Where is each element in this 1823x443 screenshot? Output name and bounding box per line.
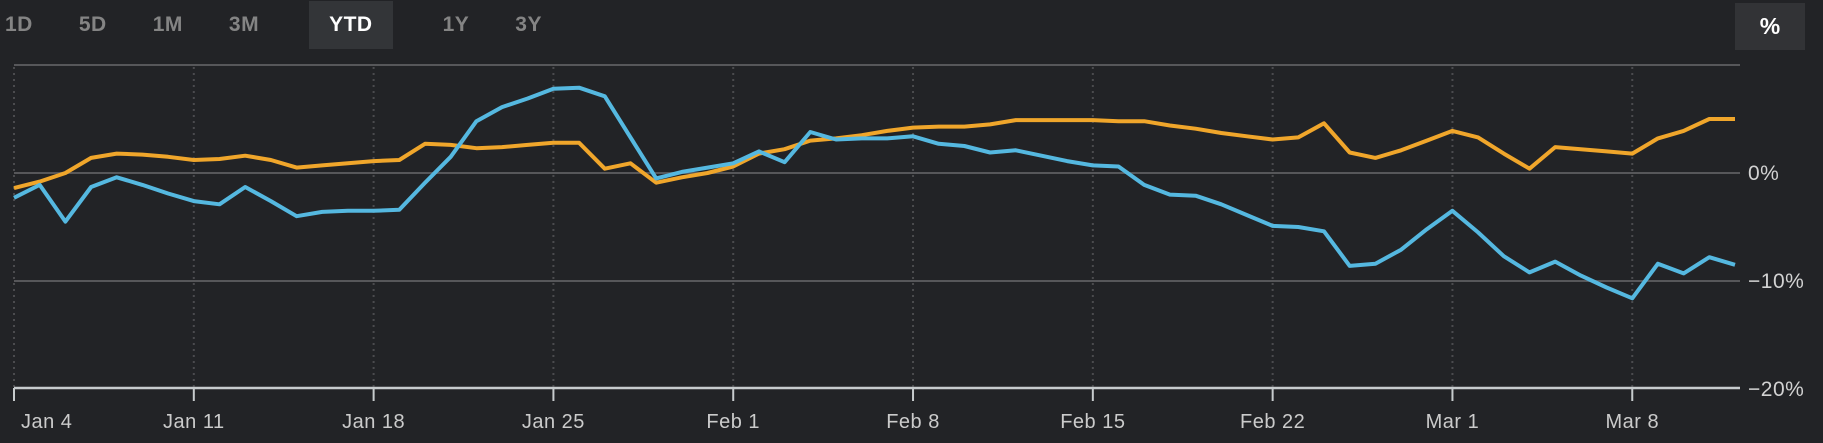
x-tick-label: Feb 15: [1060, 411, 1125, 433]
range-button-1m[interactable]: 1M: [152, 13, 183, 36]
x-tick-label: Feb 8: [886, 411, 940, 433]
line-series-blue: [13, 85, 1736, 301]
percent-toggle-button[interactable]: %: [1735, 3, 1805, 50]
y-tick-label: −20%: [1748, 378, 1804, 401]
range-button-1y[interactable]: 1Y: [442, 13, 470, 36]
range-button-3m[interactable]: 3M: [228, 13, 260, 36]
x-tick-label: Mar 1: [1426, 411, 1480, 433]
x-tick-label: Jan 25: [522, 411, 585, 433]
x-tick-label: Jan 11: [163, 411, 225, 433]
x-tick-label: Mar 8: [1605, 411, 1659, 433]
line-series-orange: [13, 117, 1735, 191]
x-tick-label: Feb 1: [706, 411, 760, 433]
y-tick-label: −10%: [1748, 270, 1804, 293]
x-tick-label: Feb 22: [1240, 411, 1305, 433]
range-button-3y[interactable]: 3Y: [515, 13, 542, 36]
range-button-5d[interactable]: 5D: [78, 13, 107, 36]
range-button-ytd[interactable]: YTD: [309, 1, 393, 49]
x-tick-label: Jan 18: [342, 411, 405, 433]
x-tick-label: Jan 4: [21, 411, 72, 433]
range-button-1d[interactable]: 1D: [5, 13, 33, 36]
range-toolbar: 1D 5D 1M 3M YTD 1Y 3Y: [0, 0, 1823, 50]
y-tick-label: 0%: [1748, 162, 1779, 185]
